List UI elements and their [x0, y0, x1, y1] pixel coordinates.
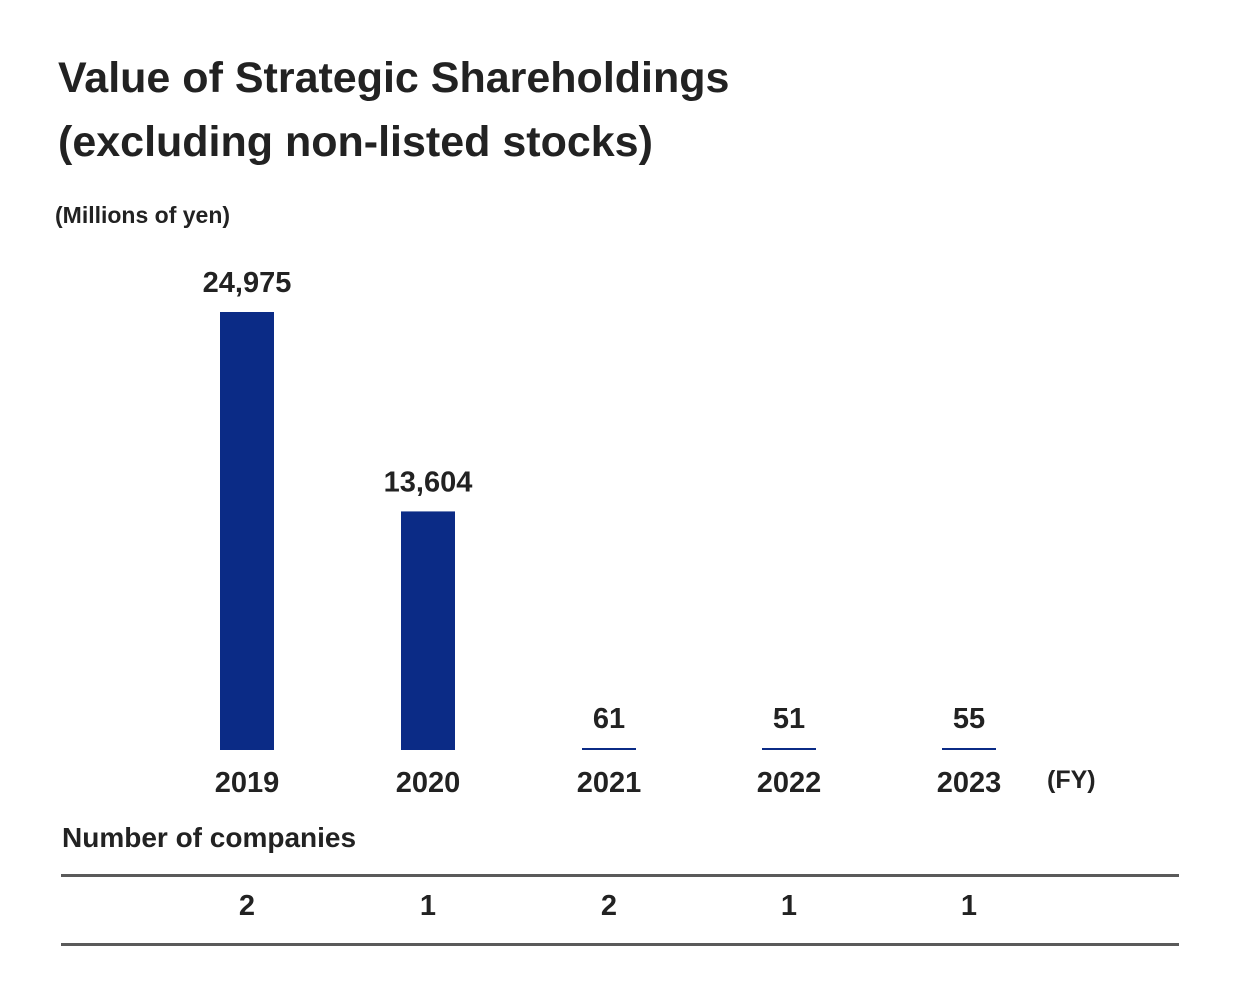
- bar-2020: [401, 511, 455, 750]
- bar-2022: [762, 748, 816, 750]
- data-label-2023: 55: [953, 703, 985, 735]
- table-top-rule: [61, 874, 1179, 877]
- company-count-2022: 1: [780, 890, 798, 922]
- company-count-2021: 2: [600, 890, 618, 922]
- company-count-2023: 1: [960, 890, 978, 922]
- y-unit-label: (Millions of yen): [55, 202, 231, 228]
- data-label-2021: 61: [593, 703, 625, 735]
- chart-title-line-1: Value of Strategic Shareholdings: [58, 54, 730, 102]
- x-tick-label-2020: 2020: [396, 767, 461, 799]
- bar-2021: [582, 748, 636, 750]
- data-label-2020: 13,604: [384, 466, 473, 498]
- x-tick-label-2021: 2021: [577, 767, 642, 799]
- bar-2019: [220, 312, 274, 750]
- data-label-2022: 51: [773, 703, 805, 735]
- x-unit-label: (FY): [1047, 766, 1096, 794]
- company-count-2020: 1: [419, 890, 437, 922]
- table-bottom-rule: [61, 943, 1179, 946]
- x-tick-label-2019: 2019: [215, 767, 280, 799]
- x-tick-label-2022: 2022: [757, 767, 822, 799]
- bar-2023: [942, 748, 996, 750]
- chart-title-line-2: (excluding non-listed stocks): [58, 118, 653, 166]
- data-label-2019: 24,975: [203, 267, 292, 299]
- companies-heading: Number of companies: [62, 822, 357, 853]
- company-count-2019: 2: [238, 890, 256, 922]
- bar-chart: 24,975 2019 13,604 2020 61 2021 51 2022 55 2023: [203, 267, 1002, 799]
- companies-count-row: 2 1 2 1 1: [0, 890, 1240, 934]
- x-tick-label-2023: 2023: [937, 767, 1002, 799]
- chart-title: Value of Strategic Shareholdings (exclud…: [58, 46, 729, 174]
